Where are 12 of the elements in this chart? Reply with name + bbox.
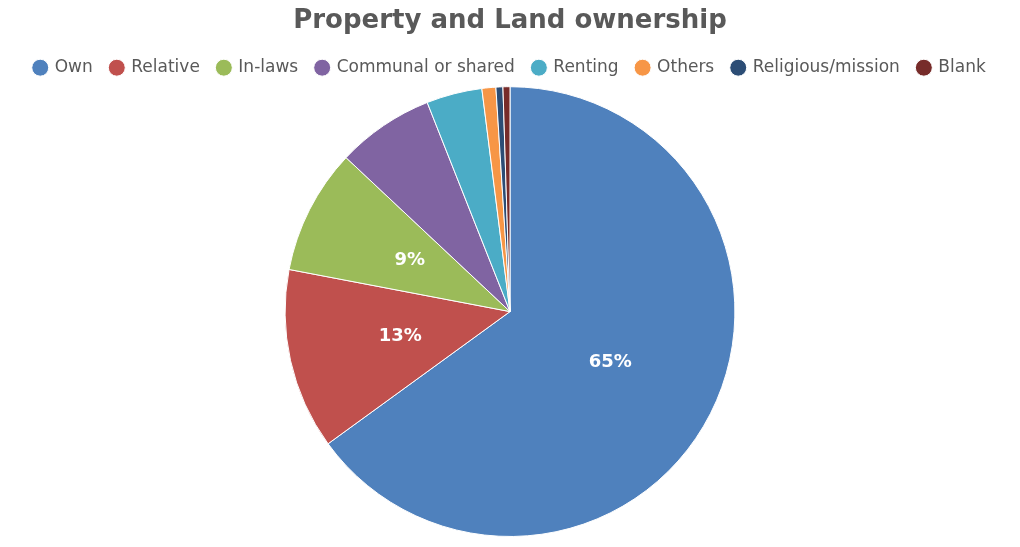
legend-label: Renting bbox=[553, 56, 619, 77]
data-label: 65% bbox=[588, 350, 632, 372]
legend-label: Religious/mission bbox=[752, 56, 900, 77]
legend-label: Blank bbox=[938, 56, 986, 77]
legend-label: Communal or shared bbox=[336, 56, 515, 77]
data-label: 13% bbox=[378, 323, 422, 345]
legend-label: Relative bbox=[131, 56, 200, 77]
legend-label: Own bbox=[54, 56, 93, 77]
chart-title: Property and Land ownership bbox=[293, 4, 727, 35]
legend-label: In-laws bbox=[238, 56, 299, 77]
data-label: 9% bbox=[394, 248, 426, 270]
legend-label: Others bbox=[657, 56, 715, 77]
